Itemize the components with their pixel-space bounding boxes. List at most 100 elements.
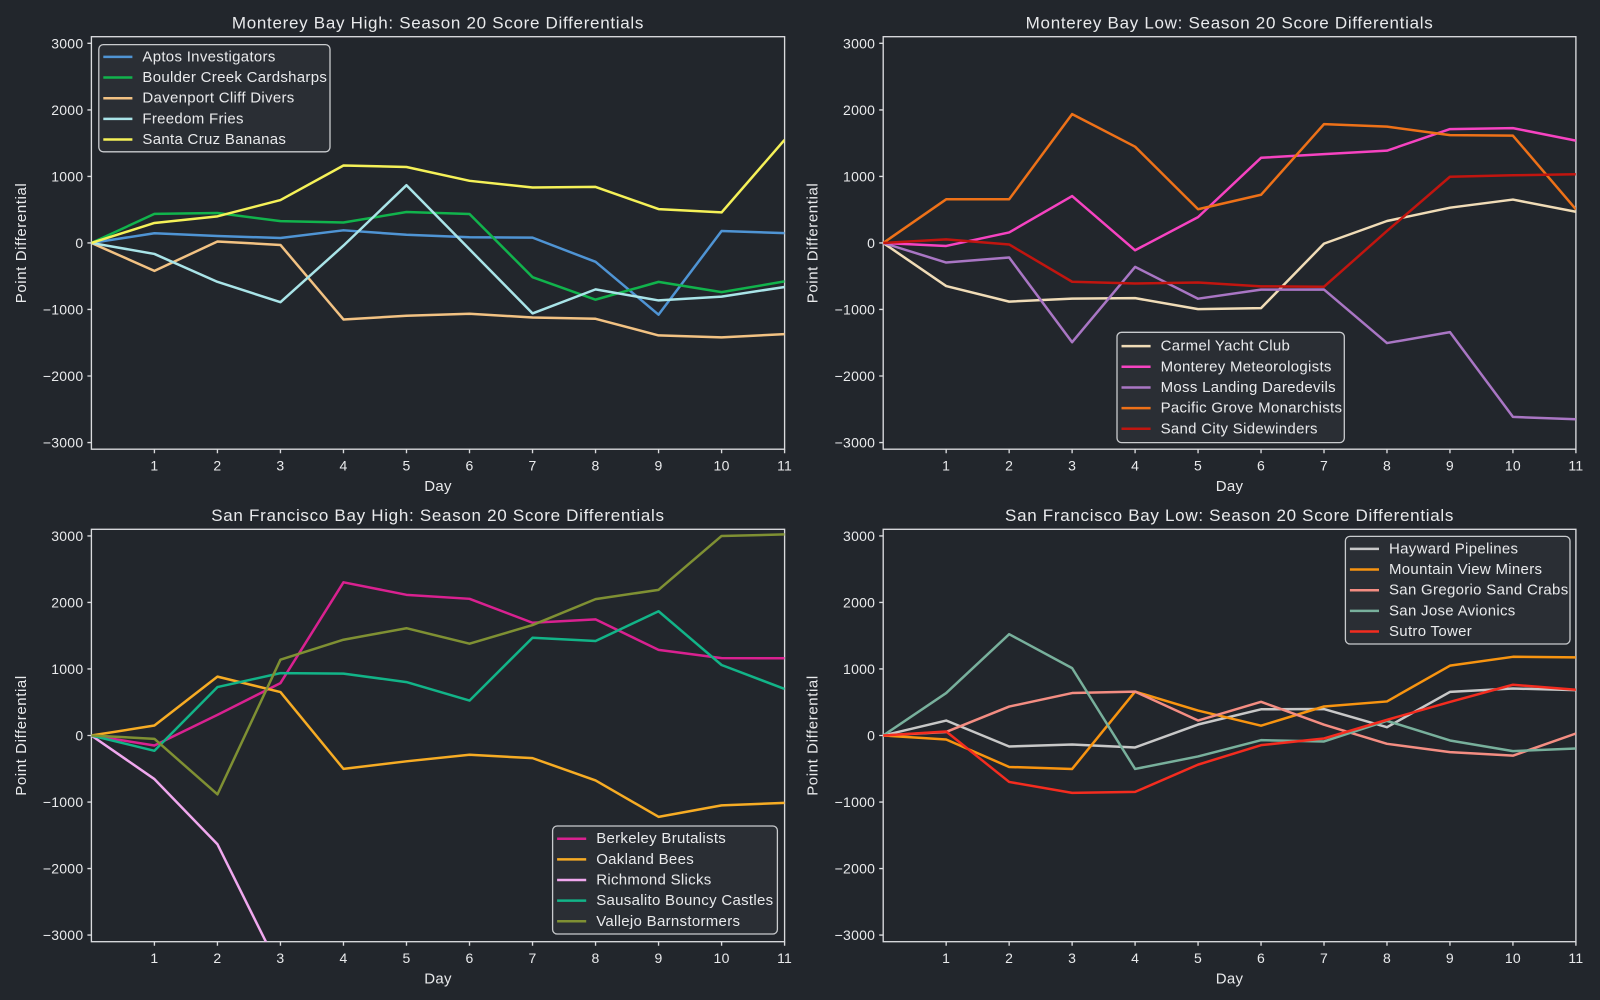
svg-text:4: 4 bbox=[1131, 950, 1139, 966]
svg-text:−1000: −1000 bbox=[835, 794, 876, 810]
svg-text:Sausalito Bouncy Castles: Sausalito Bouncy Castles bbox=[596, 892, 773, 909]
svg-text:1000: 1000 bbox=[51, 661, 83, 677]
svg-text:Aptos Investigators: Aptos Investigators bbox=[142, 48, 275, 65]
svg-text:7: 7 bbox=[529, 950, 537, 966]
svg-text:Monterey Bay Low: Season 20 Sc: Monterey Bay Low: Season 20 Score Differ… bbox=[1026, 13, 1434, 32]
svg-text:Day: Day bbox=[424, 970, 452, 987]
svg-text:0: 0 bbox=[867, 235, 875, 251]
svg-text:−3000: −3000 bbox=[43, 435, 84, 451]
svg-text:3: 3 bbox=[276, 457, 284, 473]
svg-text:7: 7 bbox=[529, 457, 537, 473]
svg-text:Day: Day bbox=[1216, 478, 1244, 495]
svg-text:10: 10 bbox=[714, 950, 730, 966]
svg-text:Freedom Fries: Freedom Fries bbox=[142, 110, 243, 127]
svg-text:Sand City Sidewinders: Sand City Sidewinders bbox=[1161, 420, 1318, 437]
svg-text:Richmond Slicks: Richmond Slicks bbox=[596, 872, 711, 889]
svg-text:2000: 2000 bbox=[843, 594, 875, 610]
svg-text:11: 11 bbox=[1568, 950, 1583, 966]
svg-text:Day: Day bbox=[424, 478, 452, 495]
svg-text:2: 2 bbox=[213, 457, 221, 473]
svg-text:11: 11 bbox=[777, 457, 792, 473]
svg-text:3000: 3000 bbox=[843, 35, 875, 51]
svg-text:7: 7 bbox=[1320, 457, 1328, 473]
svg-text:1000: 1000 bbox=[843, 168, 875, 184]
svg-text:2: 2 bbox=[213, 950, 221, 966]
svg-text:4: 4 bbox=[339, 457, 347, 473]
svg-text:9: 9 bbox=[655, 950, 663, 966]
svg-text:Vallejo Barnstormers: Vallejo Barnstormers bbox=[596, 913, 740, 930]
svg-text:4: 4 bbox=[339, 950, 347, 966]
svg-text:−2000: −2000 bbox=[43, 861, 84, 877]
svg-text:10: 10 bbox=[714, 457, 730, 473]
svg-text:Sutro Tower: Sutro Tower bbox=[1389, 623, 1472, 640]
svg-text:7: 7 bbox=[1320, 950, 1328, 966]
svg-text:11: 11 bbox=[777, 950, 792, 966]
svg-text:Davenport Cliff Divers: Davenport Cliff Divers bbox=[142, 90, 294, 107]
svg-text:8: 8 bbox=[1383, 950, 1391, 966]
svg-text:Boulder Creek Cardsharps: Boulder Creek Cardsharps bbox=[142, 69, 327, 86]
svg-text:9: 9 bbox=[1446, 950, 1454, 966]
svg-text:5: 5 bbox=[1194, 457, 1202, 473]
svg-text:0: 0 bbox=[75, 728, 83, 744]
svg-text:San Jose Avionics: San Jose Avionics bbox=[1389, 602, 1516, 619]
svg-text:6: 6 bbox=[465, 457, 473, 473]
svg-text:3000: 3000 bbox=[51, 35, 83, 51]
svg-text:Mountain View Miners: Mountain View Miners bbox=[1389, 561, 1542, 578]
svg-text:Carmel Yacht Club: Carmel Yacht Club bbox=[1161, 338, 1291, 355]
svg-text:10: 10 bbox=[1505, 950, 1521, 966]
svg-text:3: 3 bbox=[1068, 950, 1076, 966]
svg-text:10: 10 bbox=[1505, 457, 1521, 473]
svg-text:2000: 2000 bbox=[843, 102, 875, 118]
svg-text:Monterey Bay High: Season 20 S: Monterey Bay High: Season 20 Score Diffe… bbox=[232, 13, 644, 32]
svg-text:San Francisco Bay Low: Season: San Francisco Bay Low: Season 20 Score D… bbox=[1005, 506, 1454, 525]
svg-text:1000: 1000 bbox=[51, 168, 83, 184]
svg-text:−1000: −1000 bbox=[43, 301, 84, 317]
svg-text:−1000: −1000 bbox=[43, 794, 84, 810]
svg-text:Pacific Grove Monarchists: Pacific Grove Monarchists bbox=[1161, 400, 1343, 417]
svg-text:−3000: −3000 bbox=[835, 435, 876, 451]
svg-text:−2000: −2000 bbox=[835, 861, 876, 877]
svg-text:0: 0 bbox=[75, 235, 83, 251]
svg-text:1000: 1000 bbox=[843, 661, 875, 677]
svg-text:2000: 2000 bbox=[51, 102, 83, 118]
svg-text:1: 1 bbox=[942, 950, 950, 966]
svg-text:Point Differential: Point Differential bbox=[805, 183, 822, 304]
svg-text:1: 1 bbox=[150, 457, 158, 473]
svg-text:Point Differential: Point Differential bbox=[13, 675, 30, 796]
svg-text:2: 2 bbox=[1005, 950, 1013, 966]
svg-text:8: 8 bbox=[592, 950, 600, 966]
svg-text:8: 8 bbox=[592, 457, 600, 473]
svg-text:3000: 3000 bbox=[51, 528, 83, 544]
svg-text:3000: 3000 bbox=[843, 528, 875, 544]
svg-text:8: 8 bbox=[1383, 457, 1391, 473]
svg-text:−2000: −2000 bbox=[43, 368, 84, 384]
svg-text:11: 11 bbox=[1568, 457, 1583, 473]
svg-text:9: 9 bbox=[1446, 457, 1454, 473]
svg-text:5: 5 bbox=[402, 950, 410, 966]
svg-text:Hayward Pipelines: Hayward Pipelines bbox=[1389, 540, 1518, 557]
svg-text:San Gregorio Sand Crabs: San Gregorio Sand Crabs bbox=[1389, 582, 1569, 599]
svg-text:Day: Day bbox=[1216, 970, 1244, 987]
svg-text:Moss Landing Daredevils: Moss Landing Daredevils bbox=[1161, 379, 1336, 396]
svg-text:5: 5 bbox=[1194, 950, 1202, 966]
svg-text:San Francisco Bay High: Season: San Francisco Bay High: Season 20 Score … bbox=[211, 506, 665, 525]
svg-text:1: 1 bbox=[150, 950, 158, 966]
svg-text:Oakland Bees: Oakland Bees bbox=[596, 851, 694, 868]
svg-text:6: 6 bbox=[465, 950, 473, 966]
svg-text:Point Differential: Point Differential bbox=[805, 675, 822, 796]
svg-text:2: 2 bbox=[1005, 457, 1013, 473]
svg-text:−3000: −3000 bbox=[835, 927, 876, 943]
svg-text:6: 6 bbox=[1257, 457, 1265, 473]
svg-text:0: 0 bbox=[867, 728, 875, 744]
svg-text:−1000: −1000 bbox=[835, 301, 876, 317]
svg-text:1: 1 bbox=[942, 457, 950, 473]
svg-text:3: 3 bbox=[276, 950, 284, 966]
svg-text:Monterey Meteorologists: Monterey Meteorologists bbox=[1161, 358, 1332, 375]
svg-text:4: 4 bbox=[1131, 457, 1139, 473]
svg-text:Santa Cruz Bananas: Santa Cruz Bananas bbox=[142, 131, 286, 148]
svg-text:9: 9 bbox=[655, 457, 663, 473]
svg-text:2000: 2000 bbox=[51, 594, 83, 610]
svg-text:3: 3 bbox=[1068, 457, 1076, 473]
svg-text:−3000: −3000 bbox=[43, 927, 84, 943]
svg-text:6: 6 bbox=[1257, 950, 1265, 966]
